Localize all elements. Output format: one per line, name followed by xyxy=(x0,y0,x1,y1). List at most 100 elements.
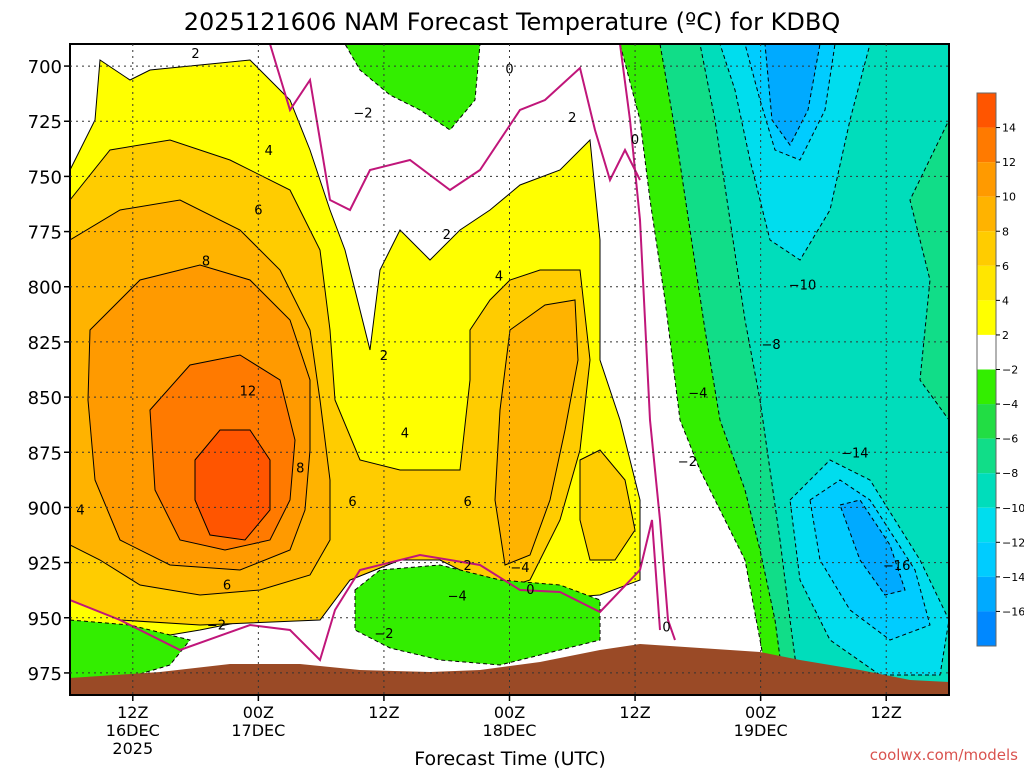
contour-label: 6 xyxy=(464,495,472,510)
x-tick-label: 16DEC xyxy=(106,721,160,740)
contour-label: −10 xyxy=(789,279,816,294)
credit-link[interactable]: coolwx.com/models xyxy=(870,746,1018,764)
x-tick-label: 2025 xyxy=(112,739,153,758)
colorbar-label: 14 xyxy=(1002,122,1016,135)
contour-label: 2 xyxy=(443,228,451,243)
contour-label: 4 xyxy=(265,144,273,159)
contour-label: 2 xyxy=(380,349,388,364)
x-tick-label: 00Z xyxy=(745,703,776,722)
colorbar-swatch xyxy=(977,196,996,232)
contour-label: 4 xyxy=(495,270,503,285)
x-tick-label: 12Z xyxy=(619,703,650,722)
contour-label: −8 xyxy=(762,338,781,353)
contour-label: 6 xyxy=(348,495,356,510)
contour-label: −14 xyxy=(841,446,868,461)
zero-contour-top xyxy=(269,44,641,212)
contour-label: 0 xyxy=(631,133,639,148)
colorbar-swatch xyxy=(977,127,996,163)
colorbar-swatch xyxy=(977,334,996,370)
y-tick-label: 925 xyxy=(28,554,62,575)
colorbar-label: 10 xyxy=(1002,191,1016,204)
y-tick-label: 775 xyxy=(28,223,62,244)
contour-label: −4 xyxy=(510,561,529,576)
x-tick-label: 18DEC xyxy=(483,721,537,740)
y-tick-label: 850 xyxy=(28,388,62,409)
contour-label: −16 xyxy=(883,559,910,574)
colorbar-label: 12 xyxy=(1002,156,1016,169)
colorbar-swatch xyxy=(977,542,996,577)
contour-label: 6 xyxy=(254,204,262,219)
colorbar-swatch xyxy=(977,438,996,474)
colorbar-swatch xyxy=(977,300,996,335)
cool-pocket-top xyxy=(344,44,481,131)
cold-region-m16 xyxy=(764,44,821,146)
colorbar-swatch xyxy=(977,265,996,301)
chart-title: 2025121606 NAM Forecast Temperature (ºC)… xyxy=(184,8,841,36)
colorbar-swatch xyxy=(977,611,996,646)
x-tick-label: 12Z xyxy=(117,703,148,722)
y-tick-label: 900 xyxy=(28,498,62,519)
contour-label: −4 xyxy=(448,590,467,605)
colorbar-label: −4 xyxy=(1002,398,1018,411)
y-tick-label: 975 xyxy=(28,664,62,685)
colorbar-swatch xyxy=(977,576,996,612)
contour-label: 8 xyxy=(296,462,304,477)
colorbar-label: −2 xyxy=(1002,364,1018,377)
y-axis: 700 725 750 775 800 825 850 875 900 925 950 975 xyxy=(28,57,70,685)
colorbar-label: 6 xyxy=(1002,260,1009,273)
colorbar-swatch xyxy=(977,473,996,508)
colorbar-swatch xyxy=(977,231,996,266)
colorbar-label: −12 xyxy=(1002,536,1024,549)
contour-label: 4 xyxy=(401,426,409,441)
colorbar-label: −10 xyxy=(1002,502,1024,515)
grid-lines xyxy=(70,44,949,695)
colorbar-label: −8 xyxy=(1002,467,1018,480)
contour-label: 4 xyxy=(76,504,84,519)
contour-label: 2 xyxy=(191,47,199,62)
contour-label: 6 xyxy=(223,579,231,594)
x-tick-label: 19DEC xyxy=(734,721,788,740)
colorbar-swatch xyxy=(977,369,996,405)
contour-label: 2 xyxy=(568,111,576,126)
y-tick-label: 700 xyxy=(28,57,62,78)
colorbar-swatch xyxy=(977,404,996,439)
contour-label: 0 xyxy=(662,621,670,636)
y-tick-label: 800 xyxy=(28,278,62,299)
y-tick-label: 750 xyxy=(28,167,62,188)
colorbar-label: −16 xyxy=(1002,605,1024,618)
x-axis-title: Forecast Time (UTC) xyxy=(414,748,605,768)
x-tick-label: 12Z xyxy=(368,703,399,722)
colorbar-label: −6 xyxy=(1002,433,1018,446)
contour-label: −2 xyxy=(207,618,226,633)
contour-label: 8 xyxy=(202,254,210,269)
y-tick-label: 725 xyxy=(28,112,62,133)
warm-region-6b xyxy=(494,299,579,566)
x-tick-label: 00Z xyxy=(494,703,525,722)
colorbar-label: −14 xyxy=(1002,571,1024,584)
colorbar-label: 4 xyxy=(1002,294,1009,307)
contour-label: −2 xyxy=(353,106,372,121)
x-tick-label: 17DEC xyxy=(231,721,285,740)
colorbar-swatch xyxy=(977,507,996,543)
zero-contour-bottom xyxy=(70,519,661,662)
colorbar-label: 8 xyxy=(1002,225,1009,238)
y-tick-label: 950 xyxy=(28,609,62,630)
cool-pocket-left xyxy=(70,619,191,683)
contour-label: 0 xyxy=(505,62,513,77)
contour-label: −2 xyxy=(678,455,697,470)
colorbar-label: 2 xyxy=(1002,329,1009,342)
warm-region-12 xyxy=(194,429,271,541)
contour-label: −2 xyxy=(374,627,393,642)
contour-label: 0 xyxy=(526,583,534,598)
y-tick-label: 825 xyxy=(28,333,62,354)
contour-label: −4 xyxy=(688,387,707,402)
y-tick-label: 875 xyxy=(28,443,62,464)
x-tick-label: 00Z xyxy=(243,703,274,722)
cold-pool-m16 xyxy=(839,499,906,596)
colorbar-swatch xyxy=(977,93,996,128)
contour-label: 2 xyxy=(464,559,472,574)
contour-label: 12 xyxy=(240,384,257,399)
colorbar-swatch xyxy=(977,162,996,197)
colorbar: 14 12 10 8 6 4 2 −2 −4 −6 −8 −10 −12 −14 −16 xyxy=(976,92,1024,647)
